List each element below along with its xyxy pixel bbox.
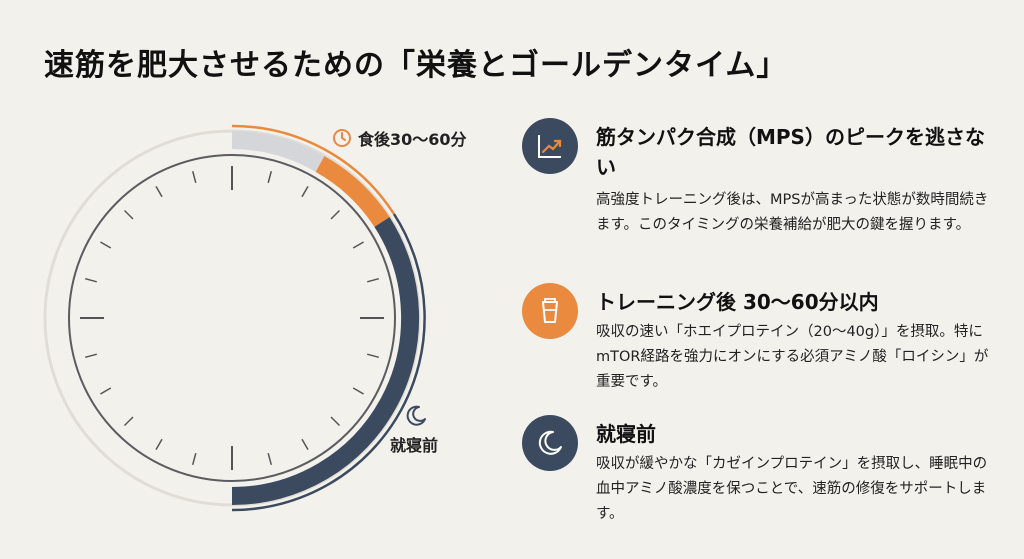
accent-arc-navy bbox=[231, 213, 426, 512]
clock-icon bbox=[333, 129, 351, 147]
item-desc: 吸収の速い「ホエイプロテイン（20〜40g）」を摂取。特にmTOR経路を強力にオ… bbox=[596, 324, 989, 390]
dial-tick bbox=[155, 186, 163, 198]
item-title: トレーニング後 30〜60分以内 bbox=[596, 290, 879, 314]
moon-icon bbox=[522, 415, 578, 471]
dial-tick bbox=[155, 438, 163, 450]
annotation-after-meal-label: 食後30〜60分 bbox=[358, 130, 467, 149]
dial-tick bbox=[267, 171, 273, 183]
dial-tick bbox=[330, 209, 341, 220]
dial-tick bbox=[330, 416, 341, 427]
dial-tick bbox=[301, 186, 309, 198]
dial-tick bbox=[100, 241, 112, 249]
dial-tick bbox=[367, 353, 379, 359]
dial-ticks bbox=[80, 166, 384, 470]
segment-navy bbox=[231, 217, 420, 505]
dial-tick bbox=[123, 209, 134, 220]
dial-tick bbox=[267, 453, 273, 465]
protein-shaker-icon bbox=[522, 283, 578, 339]
annotation-after-meal: 食後30〜60分 bbox=[332, 126, 467, 150]
dial-tick bbox=[85, 277, 97, 283]
dial-tick bbox=[191, 453, 197, 465]
accent-arc-orange bbox=[231, 124, 396, 215]
dial-tick bbox=[85, 353, 97, 359]
dial-tick bbox=[100, 387, 112, 395]
segment-gray bbox=[231, 131, 325, 172]
inner-dial bbox=[68, 154, 396, 482]
moon-icon bbox=[406, 405, 426, 426]
page-title: 速筋を肥大させるための「栄養とゴールデンタイム」 bbox=[44, 48, 788, 83]
item-desc: 高強度トレーニング後は、MPSが高まった状態が数時間続きます。このタイミングの栄… bbox=[596, 192, 989, 233]
item-title: 就寝前 bbox=[596, 422, 656, 446]
item-title: 筋タンパク合成（MPS）のピークを逃さない bbox=[596, 125, 985, 179]
dial-tick bbox=[301, 438, 309, 450]
chart-up-icon bbox=[522, 118, 578, 174]
item-desc: 吸収が緩やかな「カゼインプロテイン」を摂取し、睡眠中の血中アミノ酸濃度を保つこと… bbox=[596, 456, 988, 522]
dial-tick bbox=[352, 241, 364, 249]
dial-tick bbox=[191, 171, 197, 183]
dial-tick bbox=[123, 416, 134, 427]
dial-tick bbox=[352, 387, 364, 395]
dial-tick bbox=[367, 277, 379, 283]
golden-time-clock bbox=[43, 124, 426, 512]
annotation-bedtime: 就寝前 bbox=[390, 436, 439, 455]
segment-orange bbox=[315, 156, 390, 228]
